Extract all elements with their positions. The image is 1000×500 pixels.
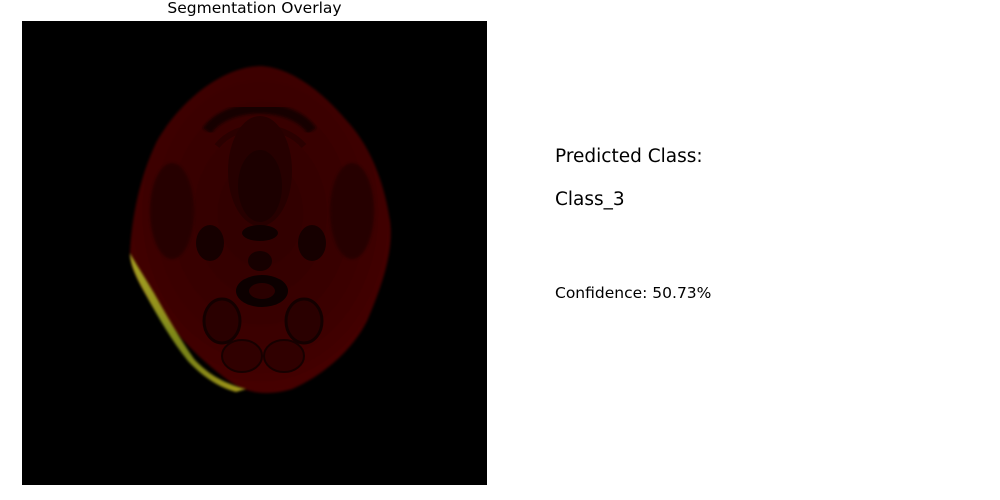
right-neck-muscle — [284, 297, 324, 345]
right-parapharyngeal — [298, 225, 326, 261]
predicted-class-value: Class_3 — [555, 189, 625, 210]
left-parapharyngeal — [196, 225, 224, 261]
tongue — [238, 150, 282, 222]
confidence-text: Confidence: 50.73% — [555, 284, 712, 302]
posterior-muscle-left — [221, 339, 263, 373]
vertebral-body — [248, 251, 272, 271]
overlay-title: Segmentation Overlay — [167, 0, 342, 17]
left-cheek — [150, 163, 194, 259]
dental-arc — [202, 103, 317, 135]
pharynx — [242, 225, 278, 241]
segmentation-overlay-image — [22, 21, 487, 485]
mri-scan-svg — [22, 21, 487, 485]
left-neck-muscle — [202, 297, 242, 345]
predicted-class-label: Predicted Class: — [555, 146, 703, 167]
right-cheek — [330, 163, 374, 259]
posterior-muscle-right — [263, 339, 305, 373]
spinal-cord — [249, 283, 275, 299]
